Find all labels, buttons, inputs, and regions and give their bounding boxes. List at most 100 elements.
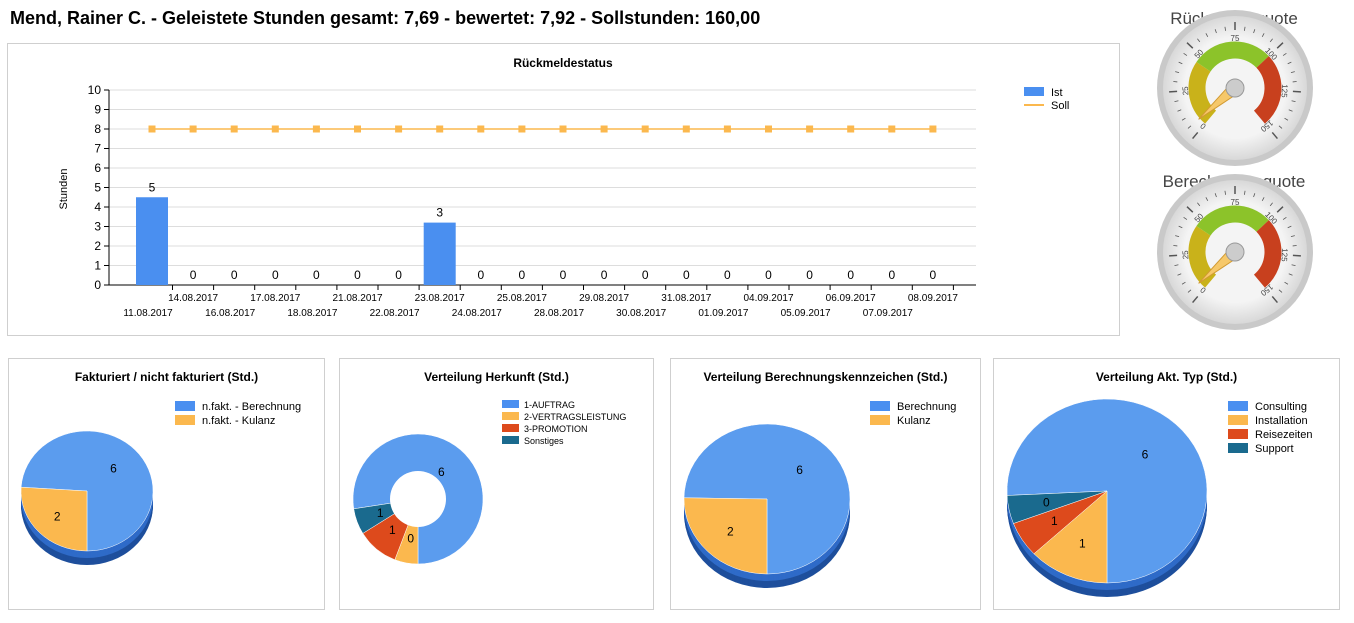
bar-data-label: 0 (313, 268, 320, 282)
y-axis-label: Stunden (58, 169, 70, 210)
y-tick-label: 5 (94, 181, 101, 195)
legend-label: Kulanz (897, 415, 931, 427)
x-tick-label: 17.08.2017 (250, 293, 300, 304)
legend-swatch-ist (1024, 87, 1044, 96)
gauge-band-red (1253, 220, 1282, 288)
gauge-tick (1224, 26, 1226, 31)
pie-slice-label: 1 (1051, 514, 1058, 528)
gauge-tick (1284, 281, 1289, 285)
bar-data-label: 0 (395, 268, 402, 282)
legend-swatch (502, 412, 519, 420)
gauge-tick (1261, 197, 1265, 201)
soll-marker (436, 125, 444, 133)
gauge-tick (1288, 273, 1293, 276)
legend-swatch (870, 401, 890, 411)
pie-akt-typ: Verteilung Akt. Typ (Std.) 6 1 1 0 Consulting… (993, 358, 1340, 610)
bar-data-label: 5 (149, 180, 156, 194)
gauge-tick (1282, 216, 1287, 220)
pie-title: Fakturiert / nicht fakturiert (Std.) (75, 370, 258, 384)
legend-label: Installation (1255, 415, 1308, 427)
gauge-tick (1183, 52, 1188, 56)
soll-marker (354, 125, 361, 133)
x-tick-label: 07.09.2017 (863, 308, 913, 319)
gauge-tick (1192, 131, 1199, 140)
gauge-tick (1197, 202, 1201, 207)
gauge-tick (1244, 26, 1246, 31)
gauge-tick (1186, 206, 1194, 213)
soll-marker (888, 125, 896, 133)
x-tick-label: 04.09.2017 (743, 293, 793, 304)
page-title: Mend, Rainer C. - Geleistete Stunden ges… (10, 8, 761, 28)
bar-data-label: 0 (765, 268, 772, 282)
pie-berechnungskennzeichen: Verteilung Berechnungskennzeichen (Std.)… (670, 358, 981, 610)
legend-label: n.fakt. - Berechnung (202, 401, 301, 413)
soll-marker (477, 125, 485, 133)
x-tick-label: 18.08.2017 (287, 308, 337, 319)
gauge-tick-label: 75 (1231, 34, 1240, 43)
legend-label: n.fakt. - Kulanz (202, 415, 275, 427)
bar-ist (423, 222, 456, 285)
soll-marker (148, 125, 156, 133)
soll-marker (929, 125, 937, 133)
legend-swatch (1228, 401, 1248, 411)
x-tick-label: 29.08.2017 (579, 293, 629, 304)
gauge-tick (1276, 42, 1284, 49)
soll-marker (765, 125, 772, 133)
legend-swatch (1228, 429, 1248, 439)
gauge-tick (1214, 193, 1217, 198)
pie-slice (20, 486, 88, 552)
legend-label: Reisezeiten (1255, 429, 1312, 441)
gauge-tick-label: 125 (1280, 248, 1290, 262)
x-tick-label: 01.09.2017 (698, 308, 748, 319)
bar-data-label: 0 (272, 268, 279, 282)
gauge-tick (1288, 109, 1293, 112)
gauge-tick (1181, 281, 1186, 285)
gauge-tick (1282, 52, 1287, 56)
gauge-tick (1278, 289, 1283, 293)
bar-data-label: 0 (806, 268, 813, 282)
y-tick-label: 7 (94, 142, 101, 156)
legend-swatch (870, 415, 890, 425)
gauge-tick (1197, 38, 1201, 43)
y-tick-label: 0 (94, 278, 101, 292)
gauge-tick-label: 0 (1198, 285, 1208, 295)
gauge-tick (1174, 100, 1179, 102)
gauge-tick (1244, 190, 1246, 195)
gauge-tick (1269, 202, 1273, 207)
legend-label: Sonstiges (524, 436, 564, 446)
x-tick-label: 23.08.2017 (415, 293, 465, 304)
soll-marker (600, 125, 608, 133)
bar-data-label: 0 (683, 268, 690, 282)
gauge-tick (1253, 193, 1256, 198)
x-tick-label: 14.08.2017 (168, 293, 218, 304)
gauge-tick (1278, 125, 1283, 129)
x-tick-label: 21.08.2017 (332, 293, 382, 304)
bar-data-label: 0 (601, 268, 608, 282)
bar-ist (136, 197, 168, 285)
x-tick-label: 05.09.2017 (781, 308, 831, 319)
legend-label: 2-VERTRAGSLEISTUNG (524, 412, 626, 422)
legend-swatch (502, 436, 519, 444)
pie-slice-label: 0 (1043, 496, 1050, 510)
pie-title: Verteilung Akt. Typ (Std.) (1096, 370, 1237, 384)
pie-slice-label: 1 (377, 506, 384, 520)
y-tick-label: 10 (88, 83, 102, 97)
pie-svg: Verteilung Berechnungskennzeichen (Std.)… (683, 370, 956, 588)
legend-swatch (1228, 415, 1248, 425)
gauge-tick (1181, 117, 1186, 121)
gauge-tick (1253, 29, 1256, 34)
gauge-tick (1183, 216, 1188, 220)
gauge-hub (1225, 242, 1245, 262)
soll-marker (559, 125, 567, 133)
gauge-tick (1271, 295, 1278, 304)
legend-swatch (502, 400, 519, 408)
pie-slice-label: 6 (438, 465, 445, 479)
bar-data-label: 0 (560, 268, 567, 282)
gauge-tick-label: 75 (1231, 198, 1240, 207)
soll-marker (641, 125, 649, 133)
gauge-tick-label: 25 (1181, 250, 1191, 260)
pie-title: Verteilung Herkunft (Std.) (424, 370, 569, 384)
y-tick-label: 4 (94, 200, 101, 214)
gauge-tick (1291, 264, 1296, 266)
